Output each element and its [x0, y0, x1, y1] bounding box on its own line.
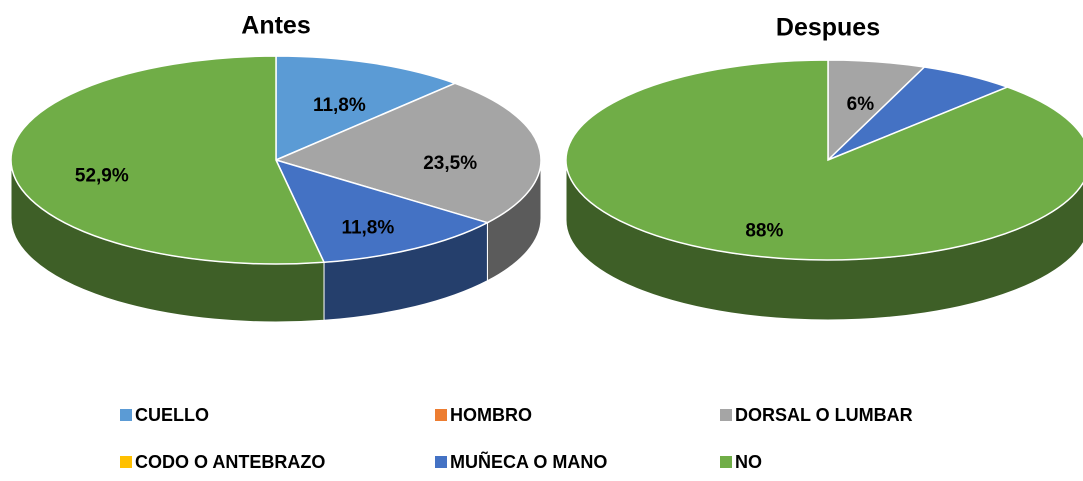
data-label: 88%	[745, 220, 783, 241]
data-label: 52,9%	[75, 165, 129, 186]
legend-label: HOMBRO	[450, 405, 532, 425]
pie-slice	[10, 55, 326, 265]
legend-swatch	[435, 456, 447, 468]
data-label: 11,8%	[341, 217, 394, 238]
legend-label: NO	[735, 452, 762, 472]
legend-swatch	[435, 409, 447, 421]
legend-label: MUÑECA O MANO	[450, 451, 607, 472]
legend-swatch	[120, 456, 132, 468]
legend-label: DORSAL O LUMBAR	[735, 405, 913, 425]
legend-swatch	[720, 456, 732, 468]
legend-swatch	[120, 409, 132, 421]
data-label: 6%	[847, 94, 875, 115]
data-label: 23,5%	[423, 153, 477, 174]
legend-swatch	[720, 409, 732, 421]
legend-label: CUELLO	[135, 405, 209, 425]
pie-slice	[274, 158, 490, 264]
pie-slice	[275, 55, 458, 162]
chart-title: Antes	[241, 12, 310, 40]
pie-slice	[273, 82, 542, 224]
pie-slice	[565, 59, 1083, 261]
legend-label: CODO O ANTEBRAZO	[135, 452, 325, 472]
chart-title: Despues	[776, 14, 880, 42]
data-label: 11,8%	[313, 95, 366, 116]
